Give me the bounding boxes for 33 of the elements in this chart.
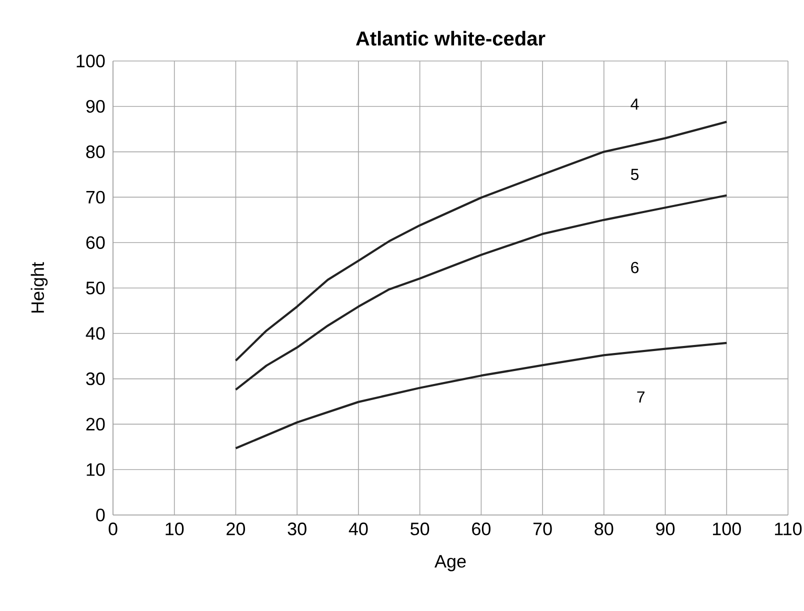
x-tick-label: 60 bbox=[472, 522, 490, 536]
annotation: 7 bbox=[637, 391, 644, 402]
y-tick-label: 70 bbox=[86, 190, 105, 204]
y-tick-label: 40 bbox=[86, 327, 105, 340]
x-tick-label: 0 bbox=[108, 522, 118, 536]
x-tick-label: 10 bbox=[166, 522, 184, 536]
x-tick-label: 70 bbox=[533, 522, 552, 536]
y-tick-label: 30 bbox=[86, 372, 105, 386]
x-tick-label: 50 bbox=[410, 522, 430, 536]
y-axis-title: Height bbox=[30, 262, 48, 313]
line-series bbox=[234, 342, 728, 450]
chart-title: Atlantic white-cedar bbox=[356, 30, 546, 46]
y-tick-label: 80 bbox=[86, 145, 105, 158]
x-tick-label: 100 bbox=[712, 522, 741, 536]
x-tick-label: 90 bbox=[656, 522, 675, 536]
y-tick-label: 0 bbox=[96, 508, 105, 522]
x-tick-label: 30 bbox=[288, 522, 306, 536]
line-series bbox=[234, 194, 728, 391]
x-axis-title: Age bbox=[434, 555, 466, 572]
y-tick-label: 10 bbox=[86, 463, 105, 476]
y-tick-label: 100 bbox=[76, 54, 105, 68]
y-tick-label: 90 bbox=[86, 100, 105, 113]
annotation: 6 bbox=[631, 262, 639, 274]
y-tick-label: 60 bbox=[86, 236, 105, 249]
annotation: 4 bbox=[630, 98, 639, 110]
x-tick-label: 20 bbox=[226, 522, 246, 536]
x-tick-label: 40 bbox=[348, 522, 368, 536]
y-tick-label: 20 bbox=[86, 418, 105, 431]
x-tick-label: 110 bbox=[775, 522, 802, 536]
line-series bbox=[234, 120, 728, 362]
x-tick-label: 80 bbox=[594, 522, 614, 536]
y-tick-label: 50 bbox=[86, 282, 105, 294]
annotation: 5 bbox=[630, 168, 639, 180]
